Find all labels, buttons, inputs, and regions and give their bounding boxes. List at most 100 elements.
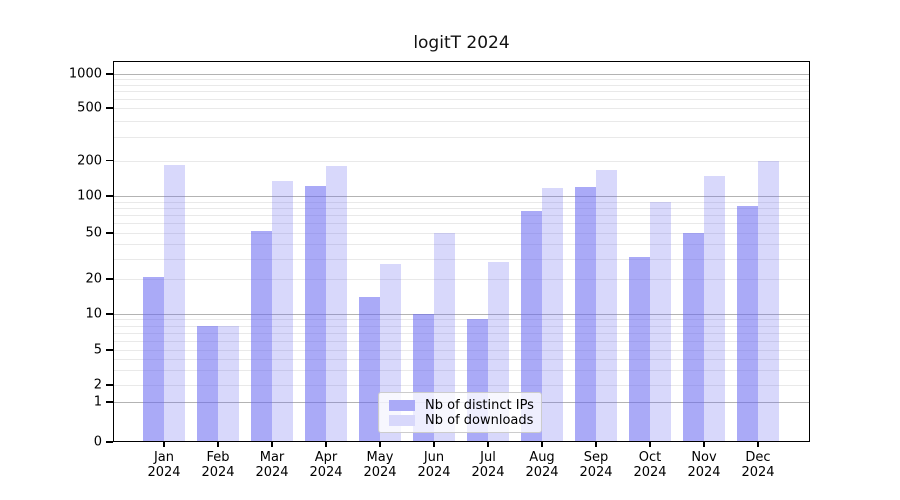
x-tick-label: Oct 2024 (633, 450, 667, 480)
bar-downloads-dec (758, 160, 779, 442)
minor-gridline (113, 385, 810, 386)
x-tick-label: Sep 2024 (579, 450, 613, 480)
y-tick-mark (106, 349, 113, 351)
y-tick-label: 200 (77, 153, 102, 168)
y-tick-mark (106, 401, 113, 403)
y-tick-mark (106, 159, 113, 162)
y-tick-label: 1000 (68, 66, 102, 82)
y-tick-label: 1 (93, 394, 102, 410)
bar-downloads-feb (218, 325, 239, 442)
minor-gridline (113, 223, 810, 225)
x-tick-mark (325, 442, 327, 447)
minor-gridline (113, 369, 810, 371)
y-tick-mark (106, 73, 113, 75)
x-tick-mark (379, 442, 381, 447)
minor-gridline (113, 201, 810, 203)
y-tick-mark (106, 384, 113, 386)
bar-ips-mar (251, 230, 272, 442)
major-gridline (113, 74, 810, 75)
y-tick-label: 50 (85, 225, 102, 241)
x-tick-mark (703, 442, 705, 447)
y-tick-mark (106, 278, 113, 280)
minor-gridline (113, 358, 810, 360)
legend-swatch-ips (389, 399, 415, 411)
y-tick-label: 100 (77, 188, 102, 204)
minor-gridline (113, 91, 810, 93)
bar-ips-dec (737, 205, 758, 442)
y-tick-label: 2 (93, 377, 102, 393)
bar-downloads-apr (326, 166, 347, 442)
legend-swatch-downloads (389, 414, 415, 426)
plot-area (113, 61, 810, 442)
minor-gridline (113, 137, 810, 139)
minor-gridline (113, 279, 810, 280)
x-tick-label: Apr 2024 (309, 450, 343, 480)
y-tick-mark (106, 195, 113, 197)
x-tick-label: Jan 2024 (147, 450, 181, 480)
minor-gridline (113, 108, 810, 109)
minor-gridline (113, 215, 810, 217)
x-tick-mark (433, 442, 435, 447)
x-tick-mark (541, 442, 543, 447)
x-tick-label: Mar 2024 (255, 450, 289, 480)
bar-ips-jan (143, 276, 164, 442)
minor-gridline (113, 244, 810, 246)
chart-title: logitT 2024 (413, 33, 510, 53)
bar-ips-oct (629, 256, 650, 442)
y-tick-label: 500 (77, 100, 102, 116)
minor-gridline (113, 340, 810, 342)
minor-gridline (113, 84, 810, 86)
minor-gridline (113, 332, 810, 334)
bar-downloads-jan (164, 165, 185, 442)
y-tick-mark (106, 232, 113, 234)
bar-ips-apr (305, 185, 326, 442)
minor-gridline (113, 207, 810, 209)
legend-label-downloads: Nb of downloads (425, 412, 534, 428)
y-tick-mark (106, 107, 113, 109)
minor-gridline (113, 99, 810, 101)
x-tick-mark (649, 442, 651, 447)
minor-gridline (113, 325, 810, 327)
x-tick-mark (271, 442, 273, 447)
minor-gridline (113, 79, 810, 81)
y-tick-label: 20 (85, 271, 102, 287)
minor-gridline (113, 319, 810, 321)
bar-downloads-nov (704, 175, 725, 442)
minor-gridline (113, 233, 810, 234)
major-gridline (113, 196, 810, 197)
bar-downloads-aug (542, 188, 563, 442)
bar-downloads-mar (272, 181, 293, 442)
major-gridline (113, 314, 810, 315)
x-tick-label: Jun 2024 (417, 450, 451, 480)
y-tick-label: 0 (93, 434, 102, 450)
minor-gridline (113, 258, 810, 260)
x-tick-mark (595, 442, 597, 447)
y-tick-mark (106, 441, 113, 443)
legend-item-downloads: Nb of downloads (389, 412, 534, 428)
bar-downloads-sep (596, 170, 617, 442)
bar-ips-nov (683, 233, 704, 442)
x-tick-label: Feb 2024 (201, 450, 235, 480)
y-tick-mark (106, 313, 113, 315)
minor-gridline (113, 350, 810, 351)
bar-downloads-oct (650, 201, 671, 442)
bar-ips-may (359, 297, 380, 442)
y-tick-label: 10 (85, 306, 102, 322)
minor-gridline (113, 120, 810, 122)
minor-gridline (113, 160, 810, 162)
x-tick-mark (487, 442, 489, 447)
legend-label-ips: Nb of distinct IPs (425, 397, 534, 413)
x-tick-label: Nov 2024 (687, 450, 721, 480)
bar-ips-sep (575, 186, 596, 442)
bar-downloads-jun (434, 233, 455, 442)
y-tick-label: 5 (93, 342, 102, 358)
x-tick-label: Aug 2024 (525, 450, 559, 480)
x-tick-label: Jul 2024 (471, 450, 505, 480)
x-tick-mark (163, 442, 165, 447)
x-tick-label: May 2024 (363, 450, 397, 480)
x-tick-label: Dec 2024 (741, 450, 775, 480)
legend: Nb of distinct IPs Nb of downloads (378, 392, 542, 433)
legend-item-distinct-ips: Nb of distinct IPs (389, 397, 534, 413)
x-tick-mark (757, 442, 759, 447)
